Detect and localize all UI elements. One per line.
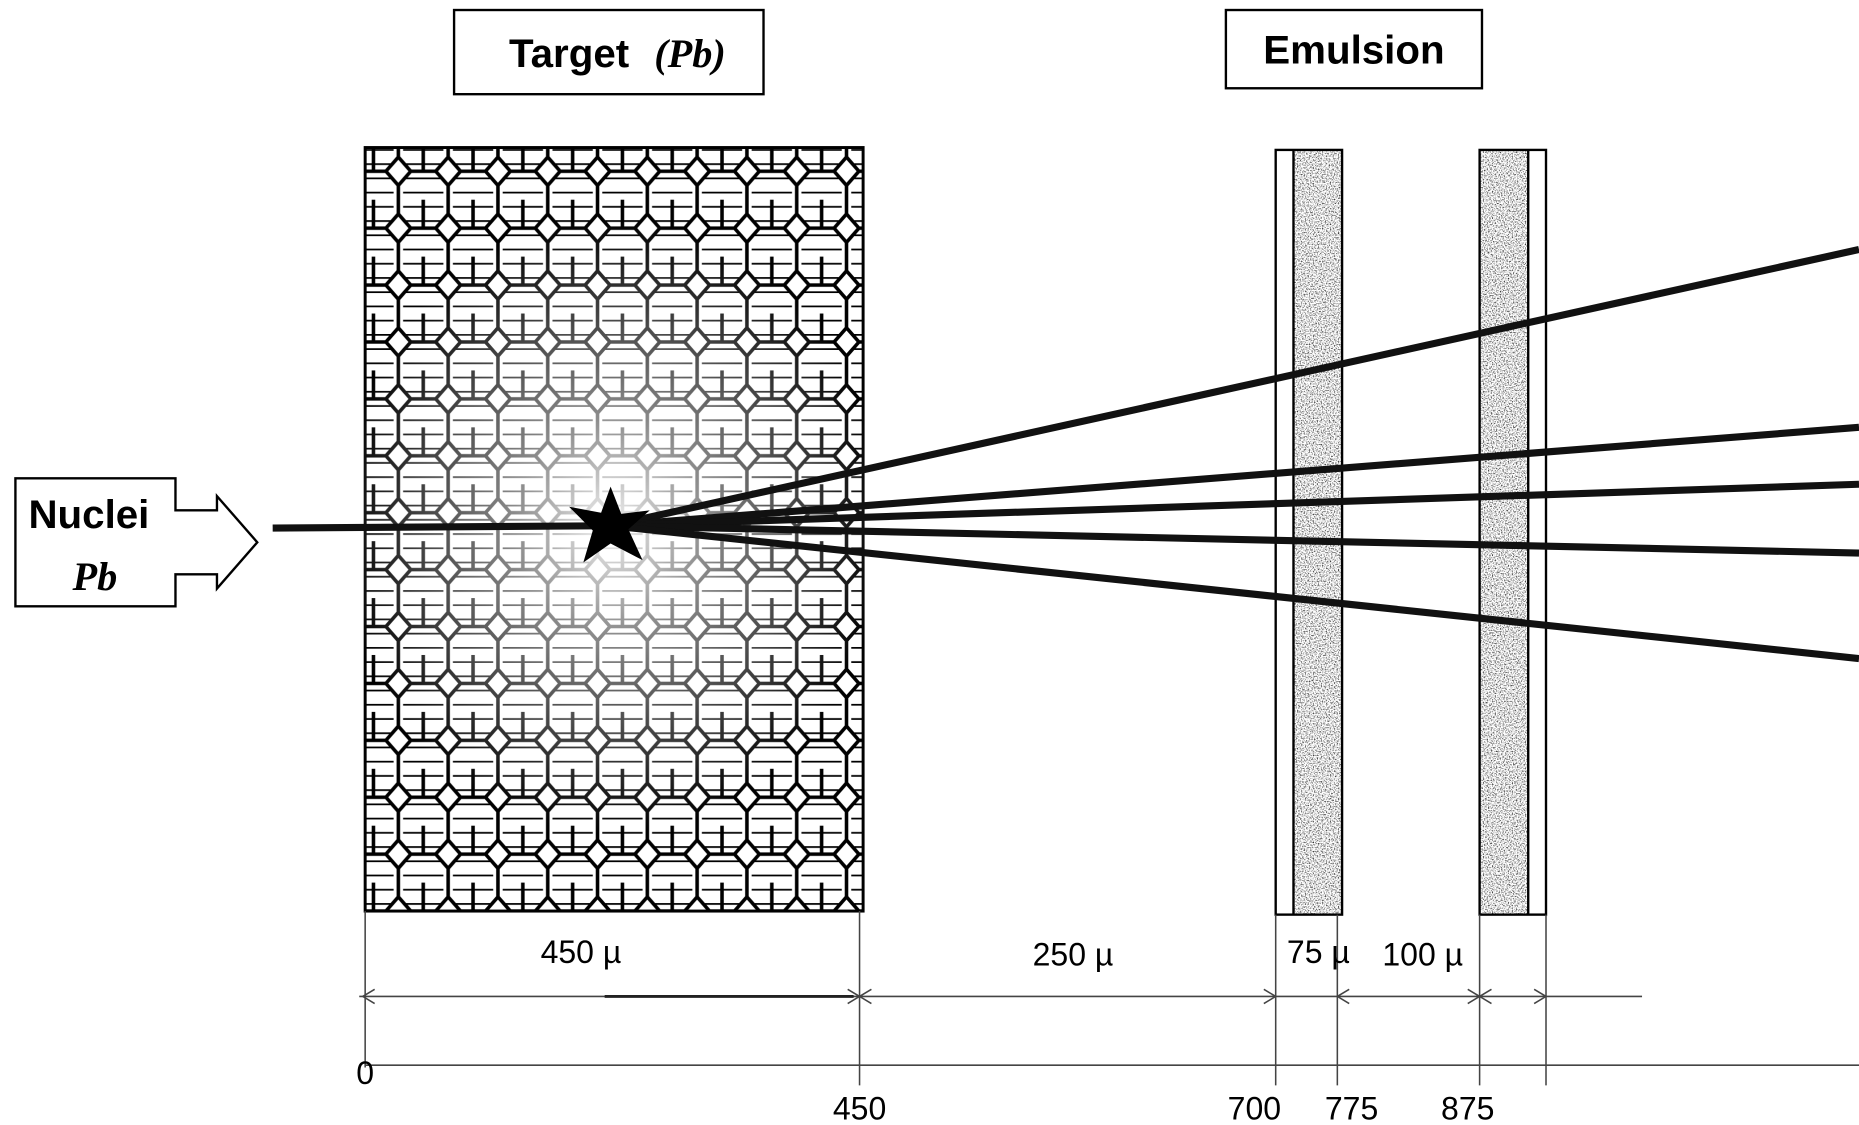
incoming-track [272, 522, 611, 532]
axis-label: 700 [1228, 1091, 1281, 1125]
emulsion-label: Emulsion [1263, 27, 1444, 72]
beam-arrow [14, 477, 259, 608]
dimension-label: 250 µ [1033, 937, 1114, 973]
target-material: (Pb) [654, 31, 726, 76]
dimension-label: 100 µ [1382, 937, 1463, 973]
track [609, 246, 1859, 530]
arrowheads [361, 988, 1548, 1005]
target-label: Target [509, 31, 629, 76]
emulsion-grain [1479, 149, 1529, 915]
dimension-label: 75 µ [1287, 934, 1350, 970]
emulsion-grain [1293, 149, 1343, 915]
track [610, 480, 1859, 530]
axis-label: 450 [833, 1091, 886, 1125]
interaction-star [569, 486, 650, 563]
dimension-label: 450 µ [541, 934, 622, 970]
track [610, 522, 1859, 663]
emulsion-label-box [1224, 8, 1484, 90]
target-label-box [452, 8, 765, 96]
beam-material: Pb [71, 554, 117, 599]
beam-label: Nuclei [28, 492, 149, 537]
axis-label: 875 [1441, 1091, 1494, 1125]
axis-label: 0 [356, 1055, 374, 1091]
track [610, 522, 1859, 557]
track [610, 423, 1859, 530]
dimension-lines [359, 911, 1859, 1086]
axis-label: 775 [1325, 1091, 1378, 1125]
